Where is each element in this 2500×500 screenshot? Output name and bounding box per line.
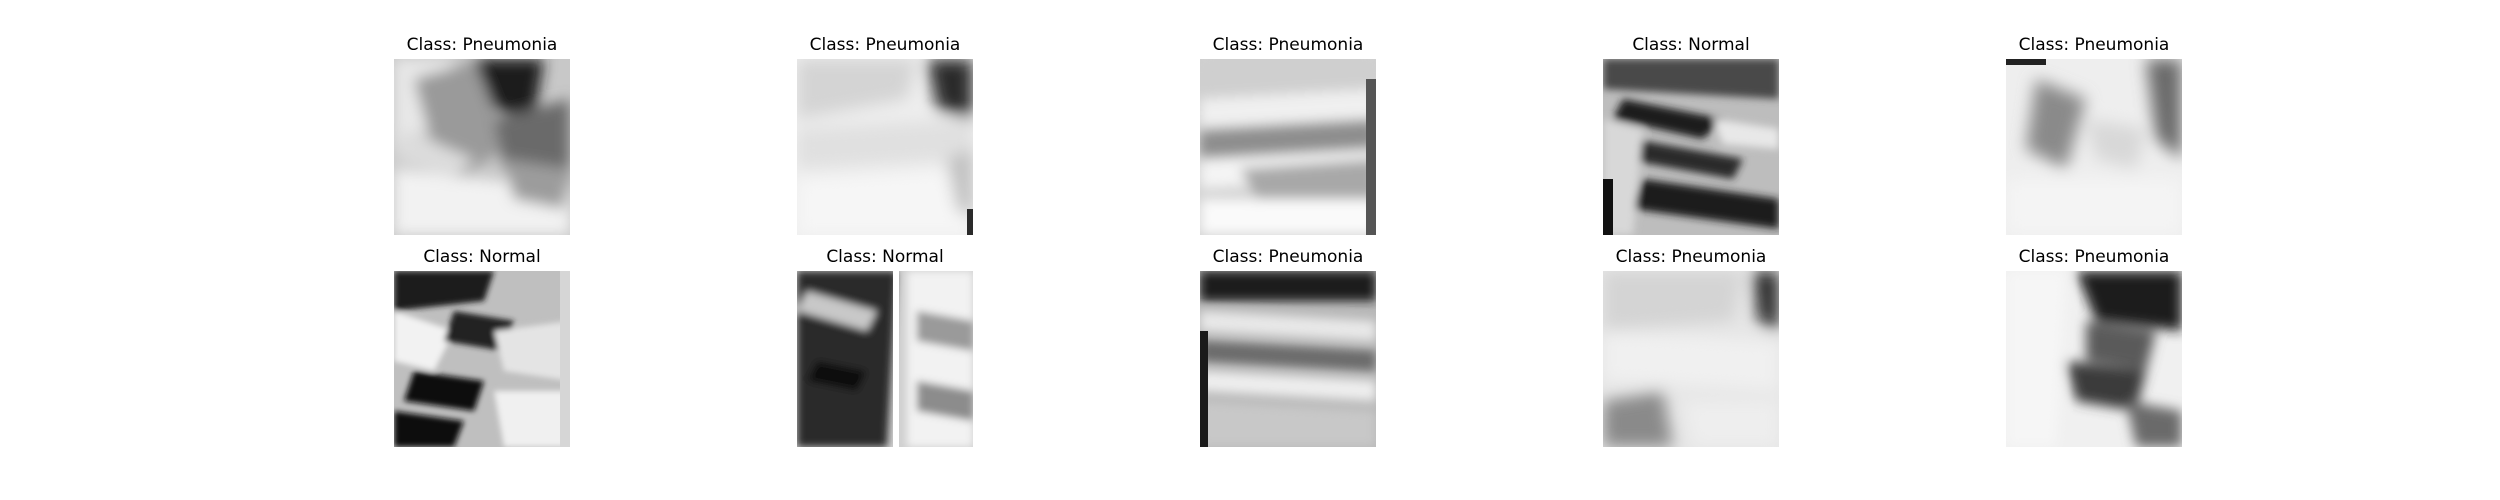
xray-thumbnail [1603, 59, 1779, 235]
panel-title: Class: Normal [1632, 35, 1750, 55]
xray-thumbnail [797, 271, 973, 447]
panel-title: Class: Pneumonia [2018, 35, 2170, 55]
xray-thumbnail [394, 271, 570, 447]
panel-title: Class: Pneumonia [406, 35, 558, 55]
panel-title: Class: Pneumonia [809, 35, 961, 55]
xray-thumbnail [1200, 59, 1376, 235]
xray-thumbnail [394, 59, 570, 235]
panel-title: Class: Normal [423, 247, 541, 267]
panel-title: Class: Pneumonia [1615, 247, 1767, 267]
xray-thumbnail [1603, 271, 1779, 447]
panel-title: Class: Normal [826, 247, 944, 267]
xray-thumbnail [2006, 271, 2182, 447]
panel-title: Class: Pneumonia [1212, 247, 1364, 267]
panel-title: Class: Pneumonia [2018, 247, 2170, 267]
panel-title: Class: Pneumonia [1212, 35, 1364, 55]
xray-thumbnail [797, 59, 973, 235]
xray-thumbnail [2006, 59, 2182, 235]
xray-thumbnail [1200, 271, 1376, 447]
